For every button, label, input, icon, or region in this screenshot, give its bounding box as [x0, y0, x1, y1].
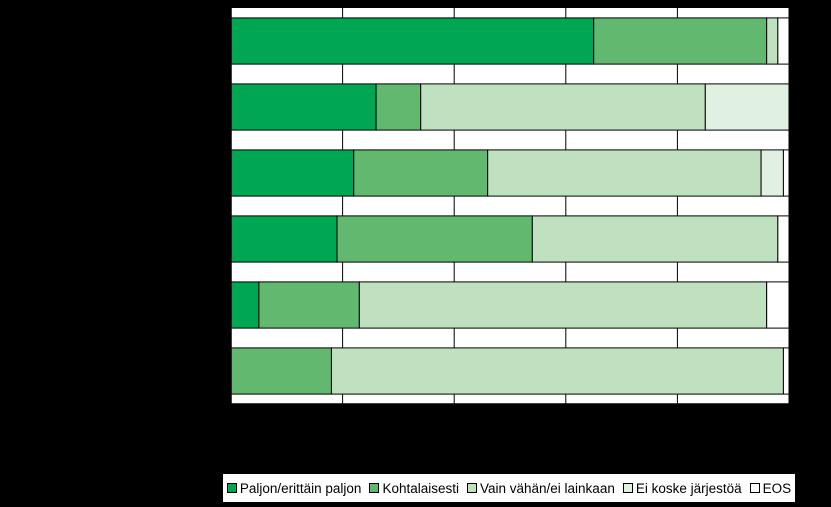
legend-swatch-3: [622, 483, 633, 493]
bar-segment-3-0: [230, 215, 338, 263]
legend-label-0: Paljon/erittäin paljon: [239, 480, 362, 496]
bar-segment-5-1: [230, 347, 332, 395]
bar-segment-4-4: [766, 281, 790, 329]
bar-segment-2-4: [782, 149, 790, 197]
bar-segment-1-0: [230, 83, 377, 131]
bar-segment-5-2: [330, 347, 784, 395]
bar-segment-0-4: [777, 17, 790, 65]
bar-segment-5-4: [782, 347, 790, 395]
bar-segment-4-2: [358, 281, 768, 329]
legend-item-1: Kohtalaisesti: [369, 481, 459, 496]
bar-segment-2-1: [353, 149, 489, 197]
legend-label-1: Kohtalaisesti: [382, 480, 459, 496]
bar-segment-3-1: [336, 215, 533, 263]
bar-segment-2-2: [487, 149, 762, 197]
bar-segment-1-1: [375, 83, 422, 131]
bar-segment-3-4: [777, 215, 790, 263]
bar-segment-0-0: [230, 17, 595, 65]
legend-item-3: Ei koske järjestöä: [622, 480, 742, 496]
bar-segment-3-2: [531, 215, 779, 263]
legend-swatch-4: [749, 483, 760, 493]
legend-label-2: Vain vähän/ei lainkaan: [479, 480, 615, 496]
bar-segment-2-0: [230, 149, 355, 197]
legend-item-4: EOS: [749, 480, 792, 496]
bar-segment-1-3: [704, 83, 790, 131]
plot-area: [231, 8, 789, 404]
legend-swatch-1: [369, 483, 380, 493]
bar-segment-4-1: [258, 281, 360, 329]
legend-swatch-2: [466, 483, 477, 493]
legend-item-0: Paljon/erittäin paljon: [226, 480, 362, 496]
bar-segment-1-2: [420, 83, 706, 131]
legend-item-2: Vain vähän/ei lainkaan: [466, 480, 615, 496]
legend-label-3: Ei koske järjestöä: [635, 480, 742, 496]
bar-segment-4-0: [230, 281, 260, 329]
legend-label-4: EOS: [762, 480, 792, 496]
legend: Paljon/erittäin paljon Kohtalaisesti Vain …: [223, 474, 795, 502]
bar-segment-0-1: [593, 17, 768, 65]
legend-swatch-0: [226, 483, 237, 493]
bar-segment-2-3: [760, 149, 784, 197]
bar-segment-0-2: [766, 17, 779, 65]
